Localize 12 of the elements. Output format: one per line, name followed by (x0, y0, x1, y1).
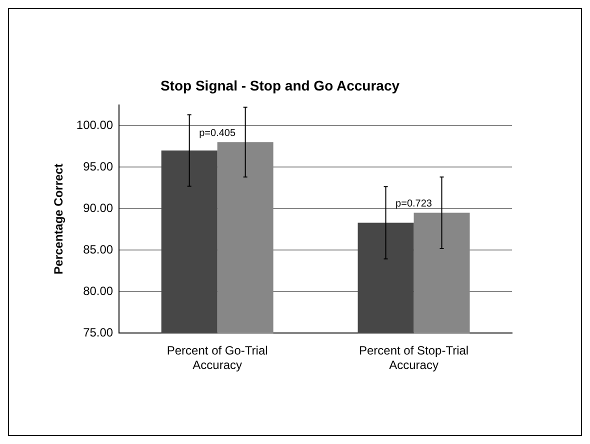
y-tick-label: 100.00 (76, 118, 114, 132)
y-tick-label: 95.00 (83, 159, 114, 174)
y-tick-label: 75.00 (83, 326, 114, 340)
y-tick-label: 90.00 (83, 200, 114, 215)
y-tick-label: 80.00 (83, 284, 114, 298)
chart-title: Stop Signal - Stop and Go Accuracy (160, 77, 400, 94)
y-tick-label: 85.00 (83, 242, 114, 256)
y-axis-title: Percentage Correct (52, 164, 66, 274)
x-tick-label: Percent of Go-Trial Accuracy (166, 344, 268, 372)
annotation: p=0.405 (199, 128, 236, 139)
x-tick-label: Percent of Stop-Trial Accuracy (358, 344, 469, 372)
annotation: p=0.723 (396, 198, 432, 210)
